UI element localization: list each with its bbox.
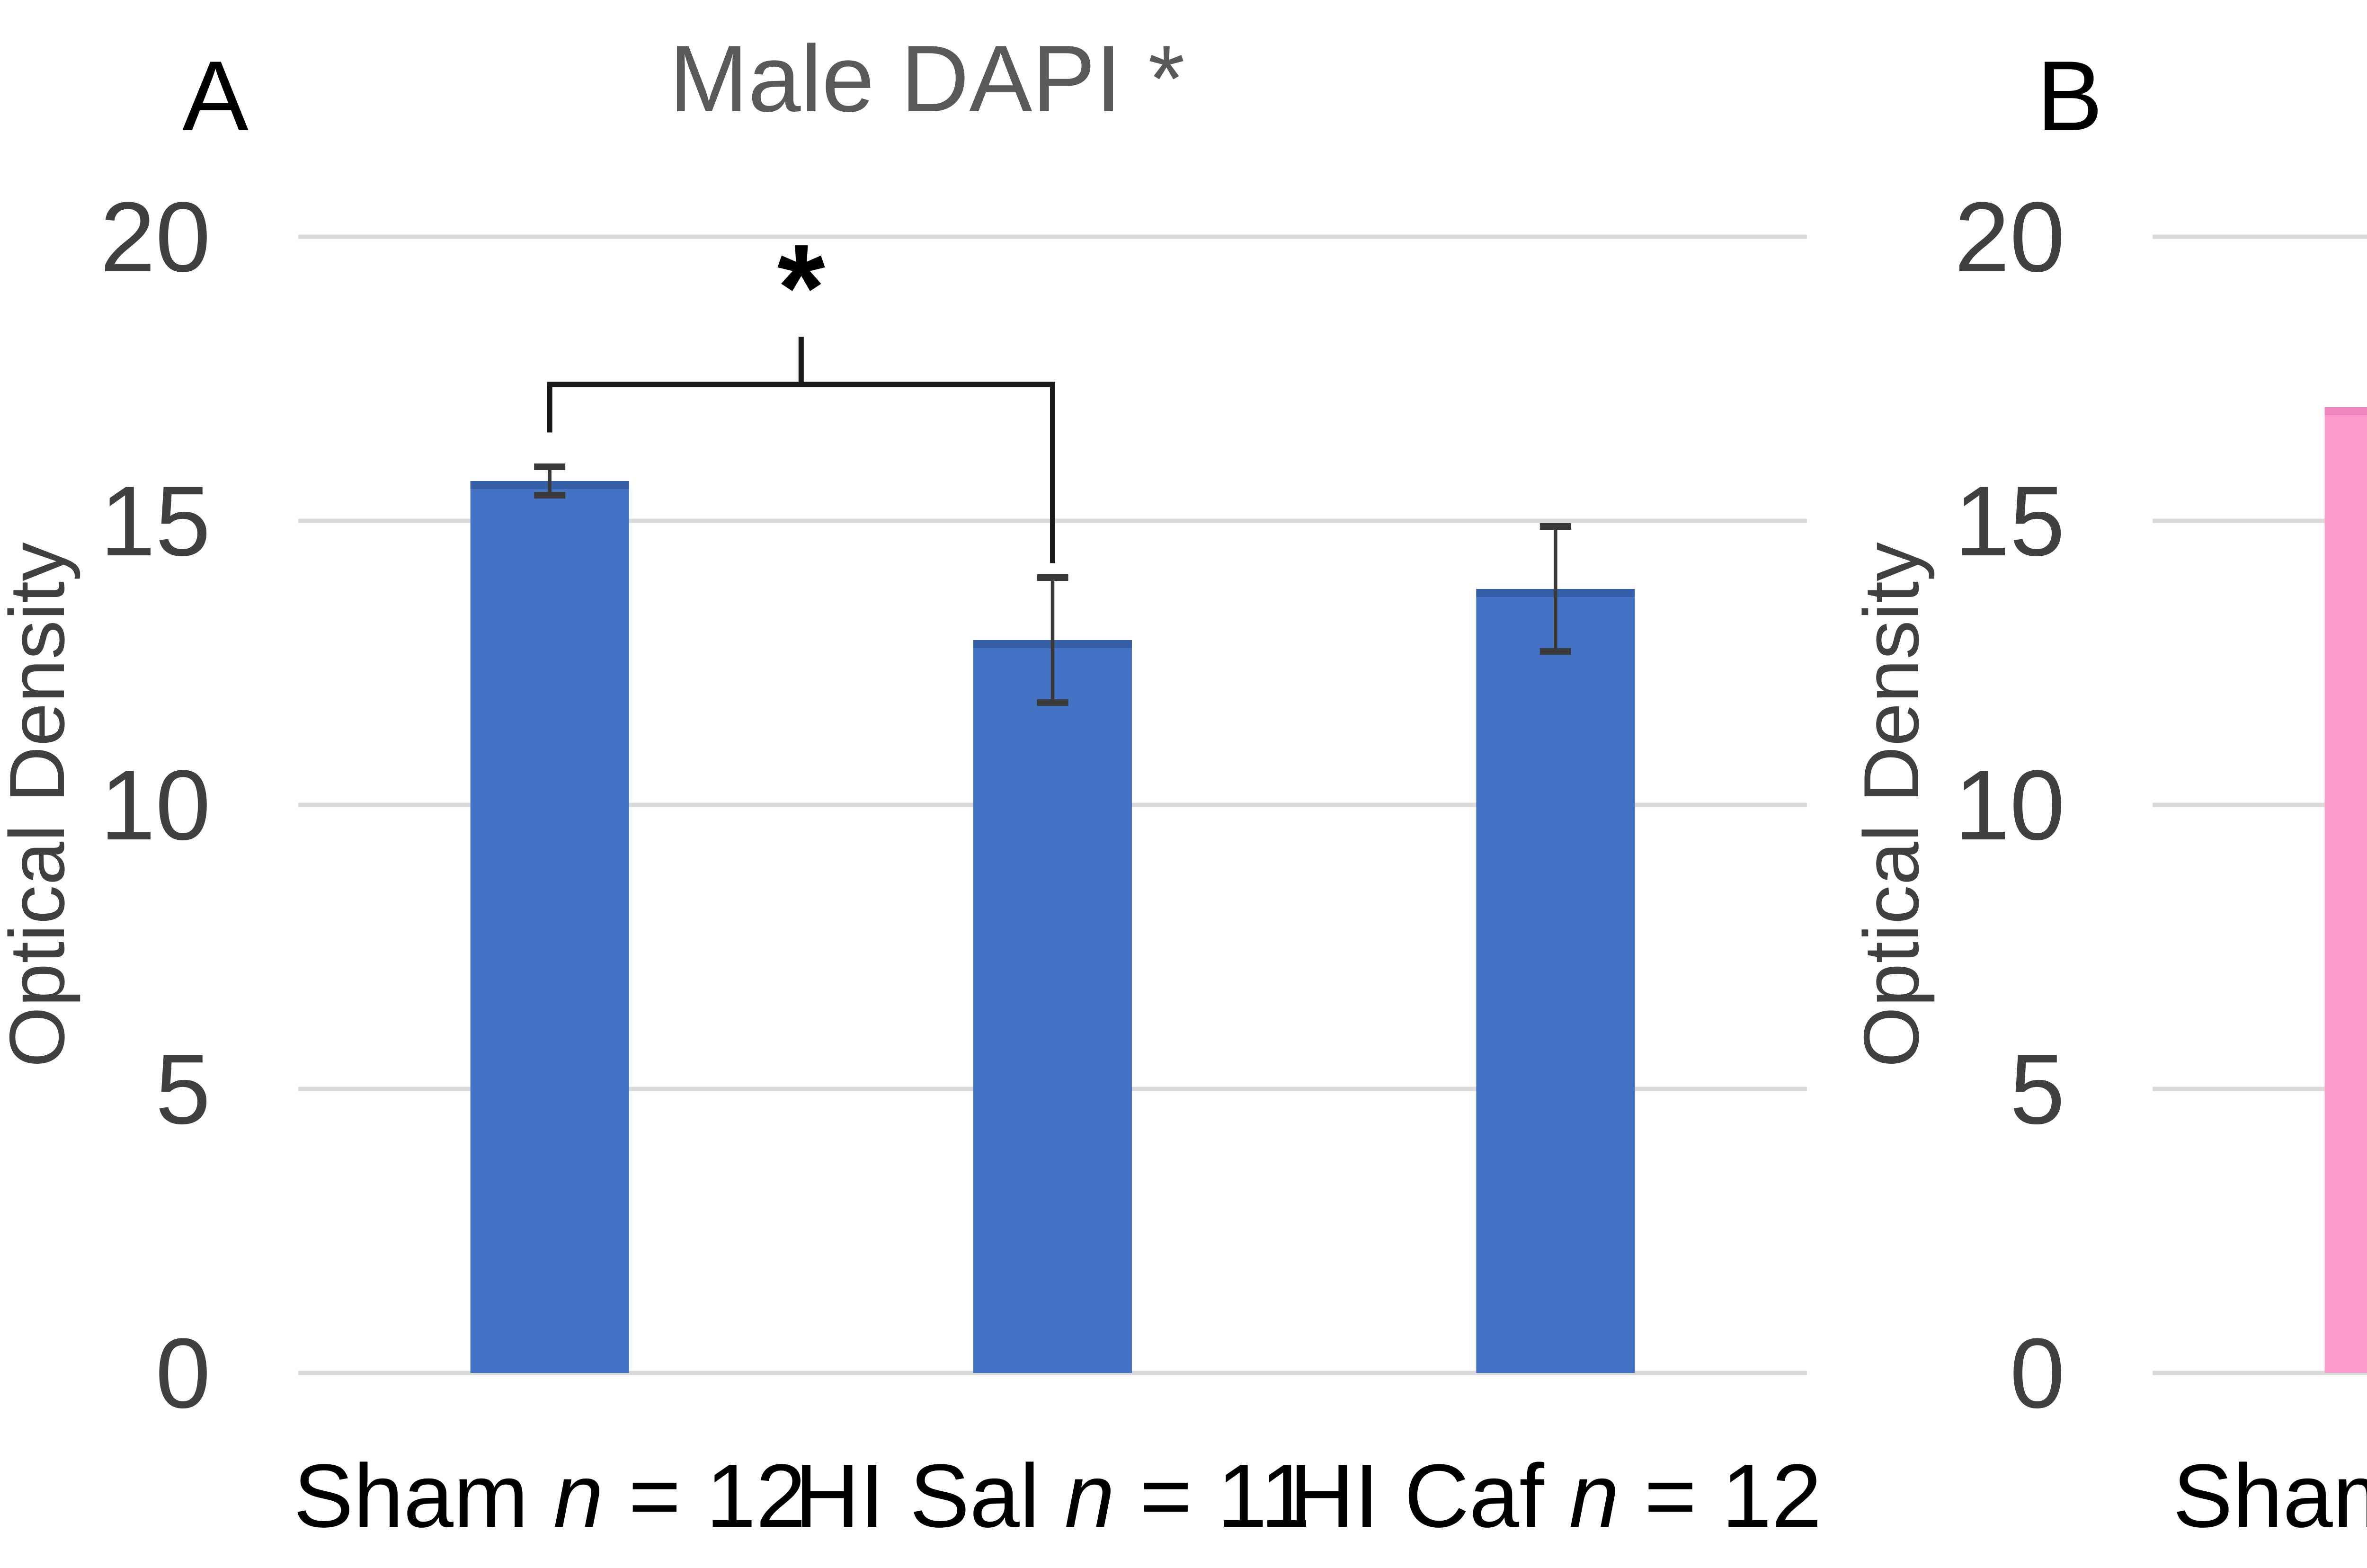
x-category-label: HI Sal n = 11 [795,1446,1311,1546]
bar-hi-2 [973,640,1132,1373]
panel-label: B [2036,40,2102,151]
y-tick-label: 10 [100,749,211,861]
y-tick-label: 15 [1954,465,2065,577]
y-tick-label: 5 [155,1033,211,1145]
y-tick-label: 20 [1954,181,2065,293]
chart-title: Male DAPI * [669,26,1185,132]
significance-asterisk: * [777,219,826,356]
y-tick-label: 5 [2010,1033,2065,1145]
y-tick-label: 20 [100,181,211,293]
y-axis-label: Optical Density [0,542,80,1068]
chart-panel-a: 0 5 10 15 20 Optical Density Male DAPI * A Sham … [0,26,1822,1546]
bar-top-edge [2324,407,2367,415]
panel-label: A [182,40,249,151]
y-tick-label: 10 [1954,749,2065,861]
bar-sham-1 [2324,407,2367,1373]
bar-sham-1 [470,481,629,1373]
bar-hi-3 [1476,589,1635,1373]
y-tick-label: 0 [2010,1318,2065,1429]
x-category-label: HI Caf n = 12 [1289,1446,1822,1546]
y-tick-label: 0 [155,1318,211,1429]
x-category-label: Sham n = 6 [2172,1446,2367,1546]
y-tick-label: 15 [100,465,211,577]
y-axis-label: Optical Density [1854,542,1935,1068]
x-category-label: Sham n = 12 [294,1446,806,1546]
